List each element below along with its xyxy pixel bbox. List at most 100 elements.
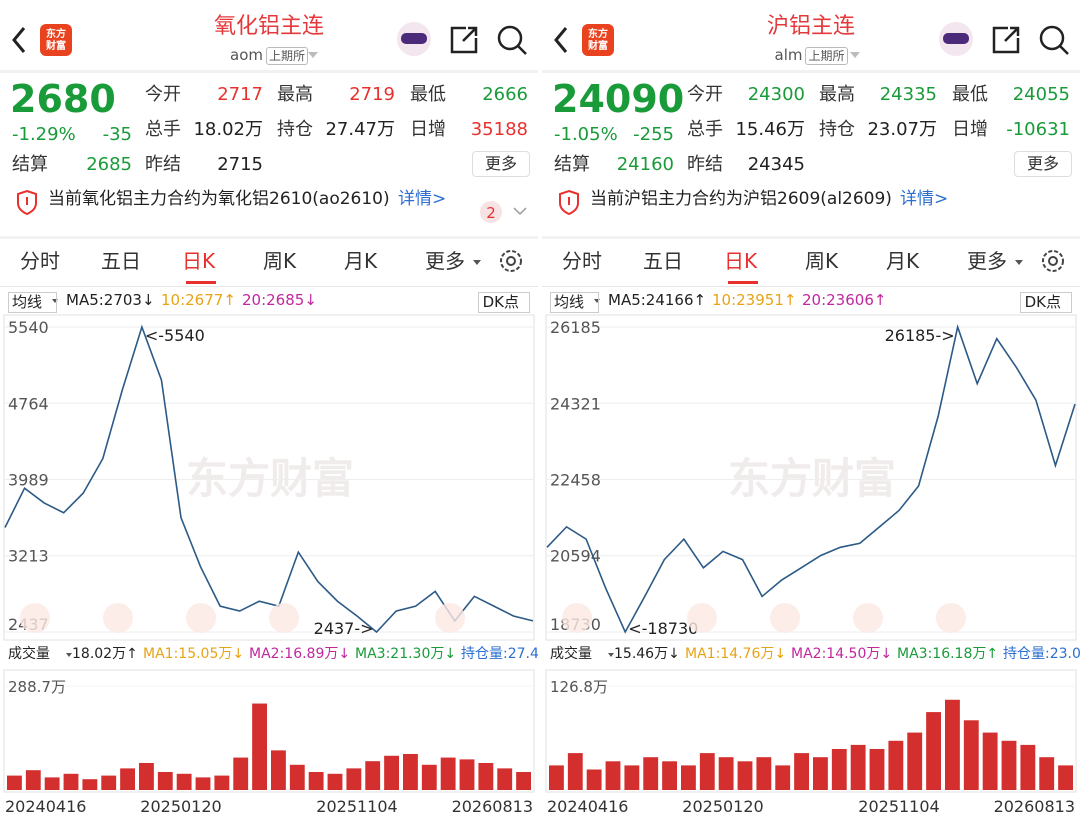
dropdown-icon (850, 52, 860, 58)
ma-type[interactable]: 均线 (8, 292, 58, 313)
volume-legend: MA1:15.05万↓ (143, 646, 245, 662)
volume-bar (756, 757, 772, 790)
x-tick-label: 20251104 (858, 797, 939, 816)
volume-bar (421, 764, 437, 790)
watermark: 东方财富 (186, 454, 354, 503)
volume-bar (101, 775, 117, 790)
stat-label: 昨结 (687, 154, 723, 175)
stat-label: 最高 (277, 84, 313, 105)
tab-more-arrow (473, 260, 481, 265)
notice-link[interactable]: 详情> (900, 189, 949, 209)
volume-legend: MA3:16.18万↑ (897, 646, 999, 662)
expand-icon[interactable] (513, 207, 527, 216)
min-label: <-18730 (628, 619, 698, 638)
volume-bar (516, 771, 531, 790)
volume-legend: 成交量 (550, 646, 592, 662)
chart-control[interactable] (687, 603, 717, 633)
watermark: 东方财富 (728, 454, 896, 503)
tab[interactable]: 周K (263, 249, 297, 273)
avatar-face (943, 33, 969, 44)
tab[interactable]: 五日 (101, 249, 141, 273)
stat-label: 日增 (410, 119, 446, 140)
back-button[interactable] (12, 27, 26, 53)
more-button[interactable]: 更多 (472, 151, 531, 177)
panel-graphics: 东方财富2东方财富55404764398932132437<-55402437-… (0, 22, 538, 816)
back-button[interactable] (554, 27, 568, 53)
tab[interactable]: 月K (886, 249, 920, 273)
logo-text: 东方 (46, 27, 66, 40)
volume-bar (195, 777, 211, 790)
divider (0, 286, 538, 287)
tab[interactable]: 周K (805, 249, 839, 273)
stat-value: 24300 (747, 84, 805, 105)
volume-bar (440, 757, 456, 790)
more-button[interactable]: 更多 (1014, 151, 1073, 177)
tab[interactable]: 月K (344, 249, 378, 273)
chart-control[interactable] (853, 603, 883, 633)
y-tick-label: 24321 (550, 394, 601, 413)
volume-bar (945, 699, 960, 790)
stat-label: 今开 (145, 84, 181, 105)
volume-bar (478, 762, 494, 790)
ma-value: 20:23606↑ (802, 291, 887, 309)
volume-legend: MA1:14.76万↓ (685, 646, 787, 662)
stat-value: 24055 (1012, 84, 1070, 105)
stat-label: 结算 (554, 154, 590, 175)
search-icon[interactable] (497, 25, 523, 51)
volume-bar (7, 775, 22, 790)
change: -255 (633, 124, 674, 145)
volume-legend: MA2:16.89万↓ (249, 646, 351, 662)
chart-control[interactable] (435, 603, 465, 633)
notice-link[interactable]: 详情> (398, 189, 447, 209)
chart-control[interactable] (770, 603, 800, 633)
tab[interactable]: 日K (182, 249, 216, 273)
chart-control[interactable] (103, 603, 133, 633)
tab-underline (186, 281, 216, 284)
share-icon[interactable] (992, 26, 1020, 54)
volume-dropdown (608, 653, 614, 657)
min-label: 2437-> (314, 619, 374, 638)
chart-control[interactable] (562, 603, 592, 633)
tab[interactable]: 分时 (562, 249, 602, 273)
chart-control[interactable] (20, 603, 50, 633)
tab[interactable]: 日K (724, 249, 758, 273)
share-icon[interactable] (450, 26, 478, 54)
chart-control[interactable] (936, 603, 966, 633)
volume-bar (869, 748, 885, 790)
notice: 当前沪铝主力合约为沪铝2609(al2609) (590, 189, 892, 209)
volume-bar (963, 720, 979, 790)
tab[interactable]: 更多 (425, 249, 465, 273)
volume-bar (497, 768, 513, 790)
ma-type[interactable]: 均线 (550, 292, 600, 313)
volume-bar (157, 771, 173, 790)
divider (542, 70, 1080, 73)
volume-bar (699, 753, 715, 790)
search-icon[interactable] (1039, 25, 1065, 51)
settings-icon[interactable] (1042, 250, 1064, 272)
tab[interactable]: 分时 (20, 249, 60, 273)
volume-legend: 持仓量:23.07万↓ (1003, 646, 1080, 662)
volume-bar (775, 765, 791, 790)
volume-bar (346, 768, 362, 790)
title: 沪铝主连 (766, 14, 855, 39)
tab[interactable]: 更多 (967, 249, 1007, 273)
panel: 东方财富2东方财富55404764398932132437<-55402437-… (0, 0, 538, 830)
y-tick-label: 20594 (550, 547, 601, 566)
tab[interactable]: 五日 (643, 249, 683, 273)
logo-text: 财富 (587, 39, 608, 52)
x-tick-label: 20240416 (547, 797, 628, 816)
logo-text: 财富 (45, 39, 66, 52)
change: -35 (102, 124, 132, 145)
ma-value: 10:23951↑ (712, 291, 797, 309)
chart-control[interactable] (186, 603, 216, 633)
ma-value: 10:2677↑ (161, 291, 236, 309)
volume-bar (403, 753, 418, 790)
settings-icon[interactable] (500, 250, 522, 272)
stat-value: 15.46万 (735, 119, 805, 140)
chart-control[interactable] (269, 603, 299, 633)
volume-legend: 持仓量:27.47万↑ (461, 646, 538, 662)
y-tick-label: 26185 (550, 318, 601, 337)
volume-bar (813, 757, 828, 790)
tab-underline (728, 281, 758, 284)
volume-bar (605, 761, 621, 790)
